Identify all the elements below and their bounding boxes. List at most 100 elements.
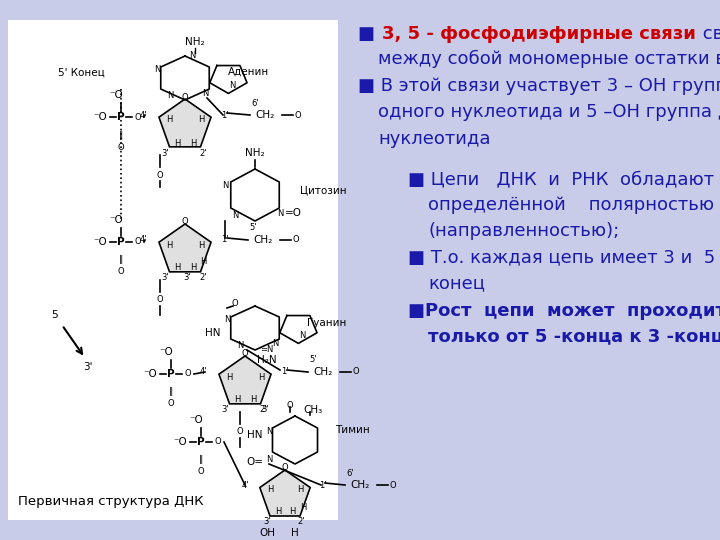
Text: нуклеотида: нуклеотида [378, 130, 490, 148]
Text: ⁻O: ⁻O [159, 347, 173, 357]
Text: ■Рост  цепи  может  проходить: ■Рост цепи может проходить [408, 302, 720, 320]
Text: ‖: ‖ [169, 388, 173, 396]
Text: NH₂: NH₂ [246, 148, 265, 158]
Text: Гуанин: Гуанин [307, 318, 346, 328]
Text: N: N [189, 51, 195, 60]
Text: O: O [198, 468, 204, 476]
Text: Первичная структура ДНК: Первичная структура ДНК [18, 495, 204, 508]
Text: H: H [297, 485, 303, 495]
Text: одного нуклеотида и 5 –ОН группа другого: одного нуклеотида и 5 –ОН группа другого [378, 103, 720, 121]
Text: CH₂: CH₂ [253, 235, 273, 245]
Text: 4': 4' [199, 368, 207, 376]
Text: H: H [275, 508, 282, 516]
Text: P: P [117, 237, 125, 247]
Text: O: O [157, 171, 163, 179]
Text: O: O [117, 267, 125, 276]
Text: 2': 2' [297, 517, 305, 526]
Text: 5: 5 [52, 310, 58, 320]
Text: N: N [232, 211, 238, 219]
Text: H: H [267, 485, 273, 495]
Polygon shape [159, 224, 211, 272]
Text: O: O [232, 299, 238, 307]
Bar [8, 20, 338, 520]
Text: H: H [190, 138, 196, 147]
Text: P: P [167, 369, 175, 379]
Text: только от 5 -конца к 3 -концу: только от 5 -конца к 3 -концу [428, 328, 720, 346]
Text: N: N [299, 332, 305, 341]
Text: 6': 6' [251, 98, 258, 107]
Text: 2': 2' [199, 148, 207, 158]
Text: N: N [224, 315, 230, 325]
Text: 4': 4' [241, 482, 248, 490]
Text: 2': 2' [199, 273, 207, 282]
Text: 6': 6' [346, 469, 354, 478]
Text: H: H [226, 373, 232, 381]
Text: N: N [222, 180, 228, 190]
Text: O: O [293, 235, 300, 245]
Text: 1': 1' [319, 482, 327, 490]
Text: ⁻O: ⁻O [109, 90, 123, 100]
Text: 3': 3' [221, 406, 229, 415]
Text: Аденин: Аденин [228, 67, 269, 77]
Text: ⁻O: ⁻O [93, 112, 107, 122]
Text: O: O [181, 92, 189, 102]
Text: H: H [166, 240, 172, 249]
Text: O: O [282, 463, 288, 472]
Text: P: P [197, 437, 204, 447]
Text: O: O [168, 400, 174, 408]
Text: N: N [266, 456, 272, 464]
Text: ‖: ‖ [119, 131, 123, 139]
Text: H₂N: H₂N [257, 355, 276, 365]
Text: 3': 3' [261, 406, 269, 415]
Text: ⁻O: ⁻O [143, 369, 157, 379]
Text: O: O [157, 295, 163, 305]
Text: 2': 2' [259, 406, 266, 415]
Text: 5' Конец: 5' Конец [58, 68, 104, 78]
Text: 3': 3' [84, 362, 93, 372]
Text: H: H [258, 373, 264, 381]
Text: 1': 1' [221, 235, 229, 245]
Text: ■ Т.о. каждая цепь имеет 3 и  5: ■ Т.о. каждая цепь имеет 3 и 5 [408, 248, 715, 266]
Text: O: O [287, 401, 293, 409]
Text: H: H [198, 240, 204, 249]
Text: H: H [198, 116, 204, 125]
Text: N: N [276, 208, 283, 218]
Text: конец: конец [428, 274, 485, 292]
Text: N: N [237, 341, 243, 350]
Text: HN: HN [205, 328, 221, 338]
Text: ⁻O: ⁻O [173, 437, 187, 447]
Text: между собой мономерные остатки в НК;: между собой мономерные остатки в НК; [378, 50, 720, 68]
Text: 5': 5' [249, 224, 257, 233]
Text: 3': 3' [264, 517, 271, 526]
Text: 3': 3' [161, 273, 168, 282]
Text: O: O [135, 112, 141, 122]
Text: 1': 1' [221, 111, 229, 119]
Text: H: H [289, 508, 295, 516]
Text: CH₂: CH₂ [313, 367, 333, 377]
Polygon shape [219, 356, 271, 404]
Polygon shape [159, 99, 211, 147]
Text: CH₂: CH₂ [351, 480, 369, 490]
Text: H: H [291, 528, 299, 538]
Text: O: O [215, 437, 221, 447]
Text: 3': 3' [161, 148, 168, 158]
Text: связывают: связывают [697, 25, 720, 43]
Text: HN: HN [247, 430, 263, 440]
Text: H: H [300, 503, 306, 511]
Text: ⁻O: ⁻O [189, 415, 203, 425]
Text: 3, 5 - фосфодиэфирные связи: 3, 5 - фосфодиэфирные связи [382, 25, 696, 43]
Text: H: H [200, 258, 206, 267]
Text: O: O [353, 368, 359, 376]
Text: N: N [154, 65, 160, 75]
Text: N: N [266, 428, 272, 436]
Text: 3': 3' [183, 273, 191, 282]
Text: N: N [272, 339, 278, 348]
Text: H: H [190, 264, 196, 273]
Text: ⁻O: ⁻O [109, 215, 123, 225]
Text: =O: =O [284, 208, 302, 218]
Text: CH₃: CH₃ [303, 405, 323, 415]
Text: O=: O= [246, 457, 264, 467]
Text: ■: ■ [358, 25, 381, 43]
Text: H: H [174, 264, 180, 273]
Text: Тимин: Тимин [335, 425, 370, 435]
